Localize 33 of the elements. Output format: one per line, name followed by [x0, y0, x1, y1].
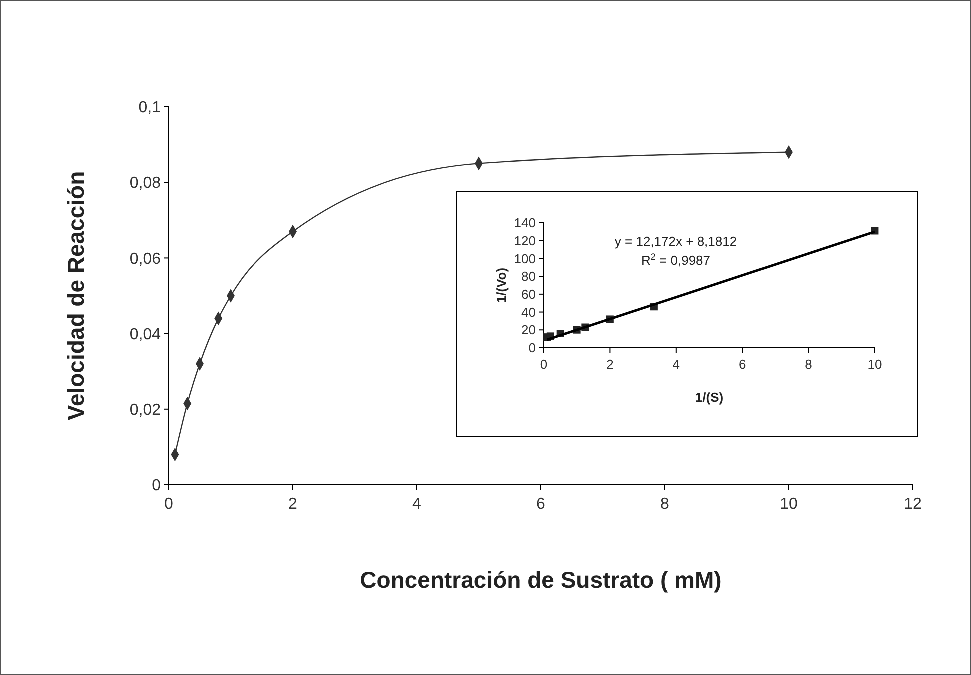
- annotation: R$^{2}$ = 0,9987: [641, 252, 711, 268]
- y-tick-label: 0,02: [130, 402, 162, 419]
- x-tick-label: 2: [288, 496, 298, 513]
- y-tick-label: 0,06: [130, 250, 162, 268]
- y-tick-label: 100: [514, 251, 536, 266]
- y-tick-label: 0,08: [130, 175, 162, 192]
- y-tick-label: 0,04: [130, 326, 162, 344]
- y-tick-label: 120: [514, 233, 536, 248]
- x-tick-label: 6: [738, 357, 746, 372]
- y-tick-label: 20: [522, 322, 536, 338]
- x-tick-label: 4: [412, 496, 422, 513]
- x-tick-label: 10: [868, 357, 882, 372]
- x-tick-label: 8: [660, 496, 670, 513]
- x-axis-title: Concentración de Sustrato ( mM): [360, 567, 722, 593]
- x-tick-label: 10: [780, 496, 798, 513]
- y-axis-title: Velocidad de Reacción: [63, 171, 89, 421]
- y-tick-label: 0: [528, 340, 536, 356]
- annotation: y = 12,172x + 8,1812: [614, 234, 738, 249]
- x-tick-label: 4: [672, 357, 680, 372]
- y-tick-label: 40: [522, 304, 536, 320]
- x-axis-title: 1/(S): [695, 390, 724, 405]
- y-tick-label: 140: [514, 216, 536, 231]
- y-tick-label: 60: [522, 286, 536, 302]
- y-tick-label: 0,1: [138, 100, 162, 117]
- x-tick-label: 8: [805, 357, 812, 372]
- y-axis-title: 1/(Vo): [494, 268, 509, 304]
- y-tick-label: 80: [522, 269, 536, 284]
- x-tick-label: 0: [540, 357, 548, 372]
- y-tick-label: 0: [152, 478, 162, 495]
- x-tick-label: 2: [606, 357, 614, 372]
- x-tick-label: 6: [536, 496, 546, 513]
- x-tick-label: 0: [164, 496, 174, 513]
- x-tick-label: 12: [904, 496, 922, 513]
